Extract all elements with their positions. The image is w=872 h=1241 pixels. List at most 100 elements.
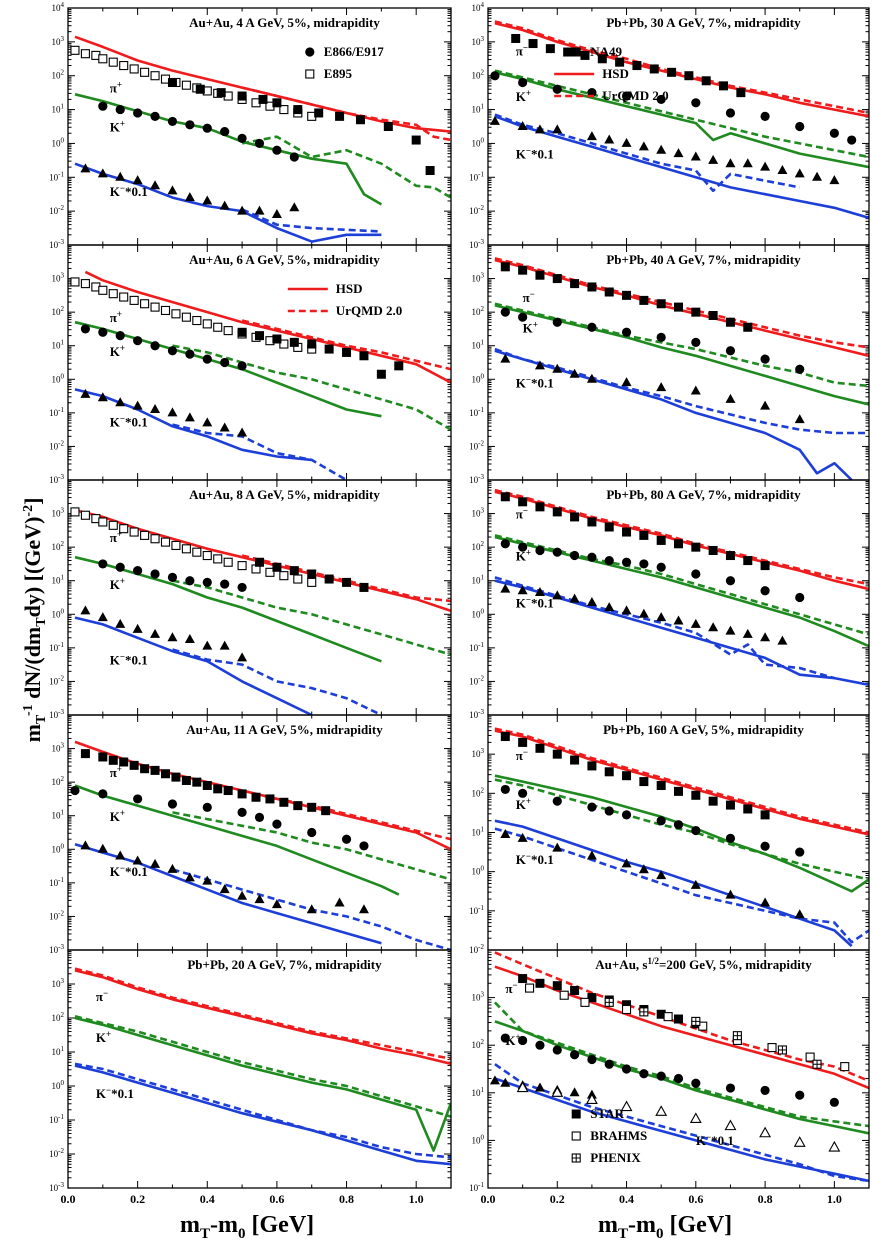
- y-tick-exp: 3: [61, 35, 65, 43]
- data-point-circle: [500, 539, 510, 549]
- y-tick-label: 101: [52, 574, 65, 586]
- data-point-square: [632, 61, 642, 71]
- panel-title: Pb+Pb, 160 A GeV, 5%, midrapidity: [603, 722, 804, 737]
- kaon-plus-urqmd-curve: [172, 344, 451, 431]
- data-point-triangle: [219, 200, 230, 210]
- y-axis-title-part: dy) [(GeV): [20, 517, 45, 618]
- y-tick-exp: 2: [481, 1038, 485, 1046]
- data-point-open-triangle: [585, 1093, 598, 1104]
- y-tick-base: 10: [469, 676, 479, 686]
- data-point-triangle: [237, 890, 248, 900]
- data-point-triangle: [80, 388, 91, 398]
- data-point-triangle: [725, 625, 736, 635]
- data-point-triangle: [586, 850, 597, 860]
- kaon-minus-hsd-curve: [494, 115, 869, 220]
- kaon-plus-urqmd-curve: [74, 1015, 451, 1118]
- data-point-square: [192, 777, 202, 787]
- data-point-square: [587, 517, 597, 527]
- y-tick-exp: 2: [61, 69, 65, 77]
- x-tick-label: 0.0: [61, 1192, 76, 1206]
- data-point-triangle: [552, 842, 563, 852]
- kaon-minus-urqmd-curve: [494, 347, 869, 435]
- species-charge: −: [120, 183, 125, 193]
- y-tick-label: 101: [52, 103, 65, 115]
- data-points: [500, 492, 805, 645]
- species-charge: +: [533, 319, 538, 329]
- y-tick-label: 100: [472, 1133, 485, 1145]
- data-point-circle: [133, 794, 143, 804]
- species-name: π: [110, 310, 117, 325]
- legend-label: HSD: [602, 66, 629, 81]
- data-point-triangle: [97, 843, 108, 853]
- y-tick-label: 10-2: [469, 204, 484, 216]
- data-point-circle: [272, 819, 282, 829]
- data-point-triangle: [690, 879, 701, 889]
- data-point-circle: [133, 108, 143, 118]
- y-tick-label: 10-2: [469, 943, 484, 955]
- data-point-open-square: [181, 80, 191, 90]
- y-tick-label: 10-2: [469, 674, 484, 686]
- species-label: K+: [516, 796, 531, 812]
- y-tick-label: 10-3: [49, 1181, 64, 1193]
- data-point-square: [604, 287, 614, 297]
- x-axis-title-part: [GeV]: [664, 1212, 733, 1238]
- data-point-square: [580, 50, 590, 60]
- data-point-square: [528, 39, 538, 49]
- y-axis-title-part: -1: [21, 704, 36, 716]
- data-point-square: [684, 71, 694, 81]
- data-point-square: [622, 290, 632, 300]
- data-point-triangle: [638, 864, 649, 874]
- kaon-minus-urqmd-curve: [172, 423, 348, 480]
- y-tick-exp: -3: [58, 708, 64, 716]
- y-tick-label: 103: [52, 742, 65, 754]
- data-points: [70, 277, 404, 437]
- data-point-square: [708, 311, 718, 320]
- species-charge: −: [120, 652, 125, 662]
- data-point-circle: [220, 579, 230, 589]
- data-point-square: [258, 94, 268, 104]
- y-tick-label: 100: [472, 372, 485, 384]
- data-point-square: [691, 790, 701, 800]
- y-tick-base: 10: [469, 945, 479, 955]
- y-tick-base: 10: [472, 374, 482, 384]
- data-point-open-square: [237, 561, 247, 571]
- y-tick-base: 10: [472, 71, 482, 81]
- panel-title: Pb+Pb, 80 A GeV, 7%, midrapidity: [606, 487, 801, 502]
- x-tick-label: 1.0: [409, 1192, 424, 1206]
- y-tick-exp: -1: [58, 876, 64, 884]
- data-point-triangle: [621, 137, 632, 147]
- data-point-circle: [604, 1059, 614, 1069]
- species-scale: *0.1: [125, 864, 148, 879]
- data-point-square: [518, 737, 528, 747]
- model-curves: [494, 488, 869, 687]
- panel-ticks: [487, 244, 870, 481]
- data-point-circle: [552, 1045, 562, 1055]
- data-point-square: [324, 574, 334, 584]
- species-charge: −: [526, 595, 531, 605]
- data-point-circle: [237, 361, 247, 371]
- data-point-square: [342, 347, 352, 357]
- y-tick-exp: 3: [481, 272, 485, 280]
- kaon-minus-hsd-curve: [74, 1064, 451, 1166]
- y-tick-exp: -1: [478, 1181, 484, 1189]
- species-name: K: [110, 809, 121, 824]
- kaon-plus-urqmd-curve: [494, 302, 869, 388]
- data-point-open-square: [181, 312, 191, 322]
- species-name: K: [516, 852, 527, 867]
- y-tick-label: 101: [52, 1045, 65, 1057]
- data-point-circle: [98, 327, 108, 337]
- panel-ticks: [487, 7, 870, 246]
- data-point-circle: [552, 796, 562, 806]
- species-label: π−: [523, 289, 535, 305]
- species-charge: −: [526, 851, 531, 861]
- y-tick-exp: -1: [478, 904, 484, 912]
- data-point-open-square: [213, 322, 223, 332]
- data-point-triangle: [829, 175, 840, 185]
- y-tick-base: 10: [52, 274, 62, 284]
- y-tick-exp: -1: [58, 170, 64, 178]
- data-point-open-square: [98, 285, 108, 295]
- data-point-square: [80, 749, 90, 759]
- data-point-circle: [150, 111, 160, 121]
